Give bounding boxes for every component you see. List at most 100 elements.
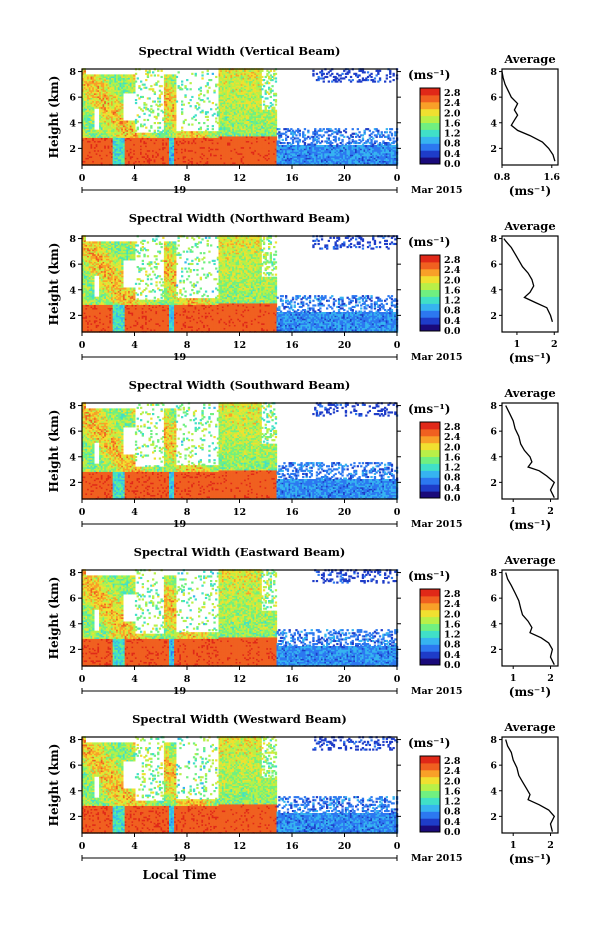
heatmap-cell	[207, 125, 209, 127]
heatmap-cell	[142, 110, 144, 112]
heatmap-cell	[208, 87, 210, 89]
heatmap-cell	[143, 119, 145, 121]
heatmap-cell	[140, 88, 142, 90]
heatmap-cell	[200, 87, 202, 89]
heatmap-cell	[159, 122, 161, 124]
panel-title: Spectral Width (Vertical Beam)	[139, 44, 341, 58]
heatmap-cell	[186, 88, 188, 90]
heatmap-cell	[215, 76, 217, 78]
heatmap-cell	[212, 128, 214, 130]
heatmap-cell	[161, 104, 163, 106]
heatmap-cell	[135, 102, 137, 104]
heatmap-cell	[147, 119, 149, 121]
heatmap-cell	[207, 70, 209, 72]
heatmap-cell	[184, 85, 186, 87]
heatmap-cell	[142, 96, 144, 98]
heatmap-cell	[150, 105, 152, 107]
heatmap-cell	[190, 105, 192, 107]
heatmap-cell	[200, 93, 202, 95]
heatmap-cell	[176, 101, 178, 103]
panel-0: Spectral Width (Vertical Beam)2468Height…	[47, 44, 560, 198]
heatmap-cell	[207, 97, 209, 99]
heatmap-cell	[201, 77, 203, 79]
heatmap-cell	[191, 73, 193, 75]
heatmap-cell	[154, 130, 156, 132]
heatmap-cell	[184, 119, 186, 121]
heatmap-cell	[190, 99, 192, 101]
heatmap-cell	[184, 94, 186, 96]
heatmap-cell	[135, 99, 137, 101]
heatmap-cell	[210, 108, 212, 110]
panels: Spectral Width (Vertical Beam)2468Height…	[47, 44, 560, 866]
heatmap-cell	[157, 81, 159, 83]
heatmap-cell	[181, 88, 183, 90]
heatmap-cell	[161, 85, 163, 87]
heatmap-cell	[181, 111, 183, 113]
heatmap-cell	[154, 122, 156, 124]
heatmap-cell	[137, 77, 139, 79]
heatmap-cell	[195, 114, 197, 116]
heatmap-cell	[150, 85, 152, 87]
heatmap-cell	[213, 113, 215, 115]
heatmap-cell	[212, 73, 214, 75]
heatmap-cell	[208, 101, 210, 103]
heatmap-cell	[150, 125, 152, 127]
heatmap-cell	[212, 125, 214, 127]
heatmap-cell	[198, 107, 200, 109]
heatmap-cell	[207, 116, 209, 118]
heatmap-cell	[149, 97, 151, 99]
heatmap-cell	[201, 110, 203, 112]
heatmap-cell	[207, 119, 209, 121]
heatmap-cell	[143, 124, 145, 126]
heatmap-cell	[183, 104, 185, 106]
heatmap-cell	[143, 84, 145, 86]
heatmap-cell	[145, 79, 147, 81]
heatmap-cell	[181, 81, 183, 83]
heatmap-cell	[181, 101, 183, 103]
heatmap-cells	[82, 68, 398, 165]
heatmap-cell	[181, 108, 183, 110]
heatmap-cell	[154, 101, 156, 103]
heatmap-cell	[207, 111, 209, 113]
heatmap-cell	[195, 119, 197, 121]
heatmap-cell	[200, 127, 202, 129]
heatmap-cell	[207, 128, 209, 130]
heatmap-cell	[201, 71, 203, 73]
heatmap-cell	[154, 91, 156, 93]
heatmap-cell	[159, 101, 161, 103]
heatmap-cell	[201, 74, 203, 76]
heatmap-cell	[157, 70, 159, 72]
heatmap-cell	[135, 81, 137, 83]
heatmap-cell	[207, 90, 209, 92]
heatmap-cell	[152, 88, 154, 90]
heatmap-cell	[203, 94, 205, 96]
heatmap-cell	[213, 90, 215, 92]
heatmap-cell	[161, 76, 163, 78]
heatmap-cell	[188, 124, 190, 126]
heatmap-cell	[152, 71, 154, 73]
heatmap-cell	[145, 127, 147, 129]
heatmap-cell	[178, 71, 180, 73]
heatmap-cell	[186, 79, 188, 81]
heatmap-cell	[149, 70, 151, 72]
heatmap-cell	[188, 102, 190, 104]
heatmap-cell	[161, 91, 163, 93]
heatmap-cell	[195, 105, 197, 107]
heatmap-cell	[150, 74, 152, 76]
heatmap-cell	[137, 127, 139, 129]
heatmap-cell	[135, 73, 137, 75]
heatmap-cell	[137, 121, 139, 123]
heatmap-cell	[137, 94, 139, 96]
heatmap-cell	[195, 73, 197, 75]
heatmap-cell	[190, 88, 192, 90]
heatmap-cell	[198, 122, 200, 124]
heatmap-cell	[191, 124, 193, 126]
heatmap-cell	[161, 70, 163, 72]
heatmap-cell	[176, 76, 178, 78]
heatmap-cell	[210, 79, 212, 81]
heatmap-cell	[181, 84, 183, 86]
heatmap-cell	[215, 104, 217, 106]
heatmap-cell	[207, 82, 209, 84]
heatmap-cell	[157, 113, 159, 115]
heatmap-cell	[215, 117, 217, 119]
